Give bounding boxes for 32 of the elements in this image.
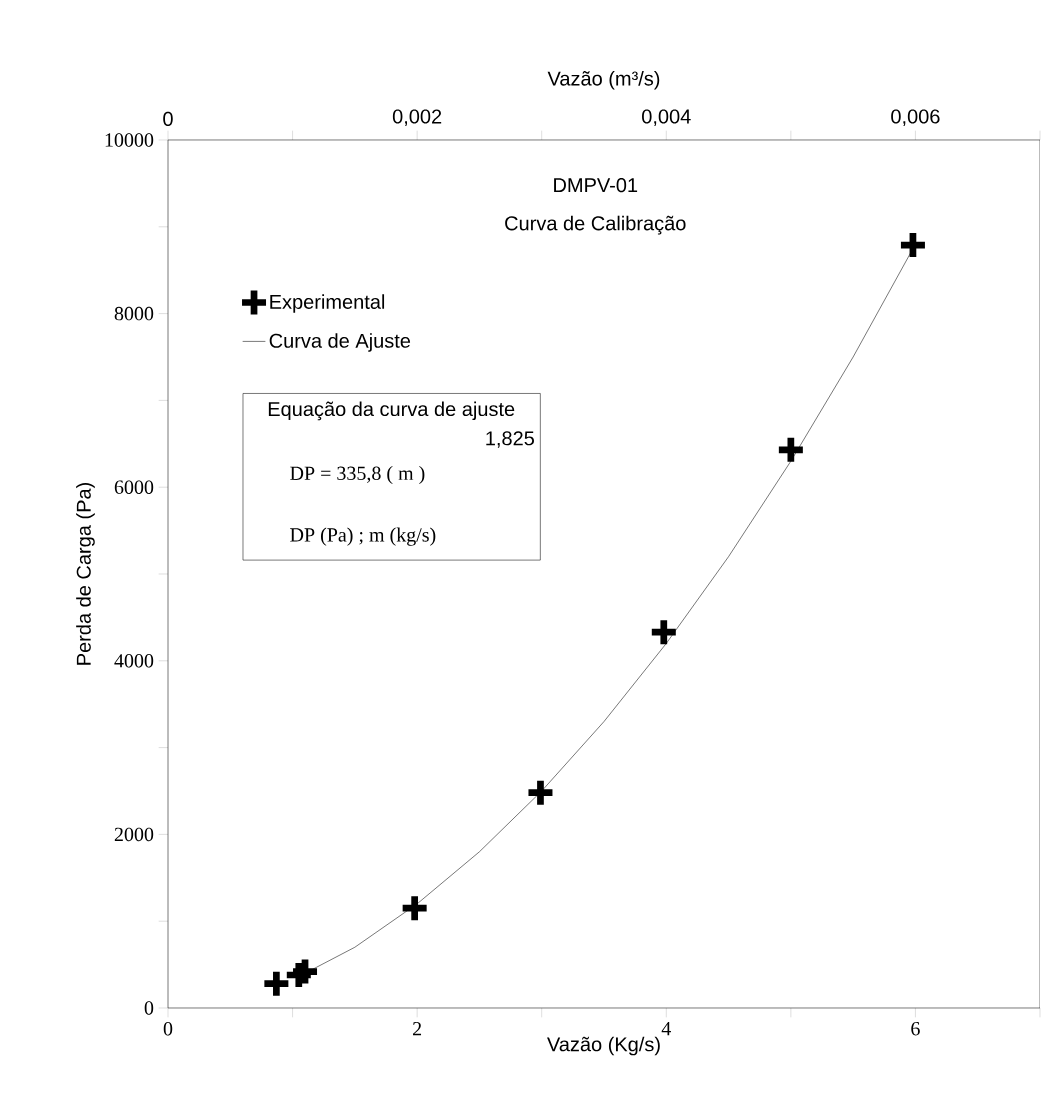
x-tick-label: 0 [163, 1022, 173, 1036]
point [528, 780, 553, 805]
x2-tick-label: 0,006 [891, 109, 940, 126]
legend-label: Experimental [270, 294, 385, 313]
point [651, 620, 676, 645]
legend-label: Curva de Ajuste [269, 333, 411, 352]
point [402, 896, 427, 921]
annotation: DP = 335,8 ( m ) [290, 465, 425, 485]
annotation: 1,825 [486, 431, 534, 448]
x-tick-label: 6 [911, 1022, 920, 1036]
text: Curva de Calibração [505, 215, 686, 235]
y-tick-label: 2000 [114, 827, 154, 842]
x2-tick-label: 0,002 [392, 109, 442, 126]
y-tick-label: 6000 [114, 480, 154, 494]
y-tick-label: 10000 [105, 133, 154, 147]
y-tick-label: 8000 [114, 306, 154, 321]
annotation: Equação da curva de ajuste [268, 401, 515, 421]
point [264, 971, 289, 996]
point [293, 959, 318, 984]
point [778, 437, 803, 462]
x-tick-label: 2 [413, 1022, 422, 1036]
x2-tick-label: 0,004 [642, 109, 691, 126]
y-axis-title: Perda de Carga (Pa) [76, 483, 95, 665]
point [900, 233, 925, 258]
annotation: DP (Pa) ; m (kg/s) [290, 527, 436, 546]
x-axis-title: Vazão (Kg/s) [547, 1036, 660, 1056]
x-tick-label: 4 [661, 1022, 671, 1036]
x2-axis-title: Vazão (m³/s) [547, 70, 660, 90]
text: DMPV-01 [554, 178, 638, 193]
y-tick-label: 0 [144, 1001, 154, 1015]
x2-tick-label: 0 [163, 111, 173, 126]
y-tick-label: 4000 [114, 654, 154, 668]
